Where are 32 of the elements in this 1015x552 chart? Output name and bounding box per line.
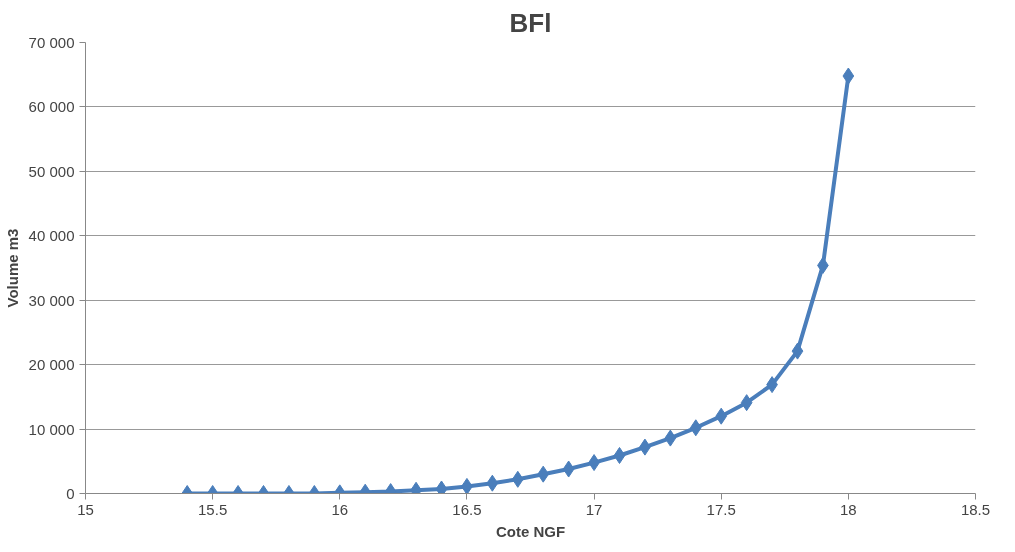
chart-title: BFl xyxy=(509,7,552,38)
x-tick-label: 17.5 xyxy=(706,500,736,518)
point xyxy=(842,67,855,85)
point xyxy=(486,474,499,492)
point xyxy=(562,460,575,478)
y-tick-label: 0 xyxy=(66,485,75,502)
y-tick-label: 40 000 xyxy=(28,227,75,245)
point xyxy=(689,419,702,437)
x-tick-label: 15 xyxy=(77,500,94,518)
point xyxy=(664,429,677,447)
point xyxy=(461,477,473,494)
point xyxy=(715,407,728,425)
y-tick-label: 50 000 xyxy=(28,162,75,180)
y-tick-label: 30 000 xyxy=(28,291,75,309)
x-tick-label: 18 xyxy=(840,500,857,518)
y-tick-label: 60 000 xyxy=(28,98,75,116)
point xyxy=(613,446,626,464)
x-tick-label: 17 xyxy=(585,500,603,518)
x-axis-title: Cote NGF xyxy=(495,522,566,540)
y-tick-label: 70 000 xyxy=(28,34,75,51)
y-axis-title: Volume m3 xyxy=(3,228,21,308)
y-tick-label: 10 000 xyxy=(28,420,75,438)
x-tick-label: 16 xyxy=(331,500,349,518)
point xyxy=(511,470,524,488)
x-tick-label: 15.5 xyxy=(198,500,228,518)
point xyxy=(791,342,804,360)
point xyxy=(435,480,448,494)
x-tick-label: 18.5 xyxy=(960,500,991,518)
point xyxy=(537,465,550,483)
x-tick-label: 16.5 xyxy=(452,500,482,518)
y-tick-label: 20 000 xyxy=(28,356,75,374)
point xyxy=(740,394,753,412)
